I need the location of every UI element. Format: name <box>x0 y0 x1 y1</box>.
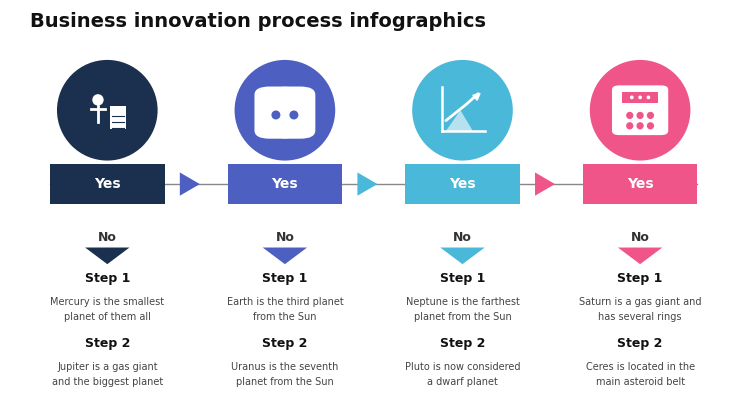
Text: Neptune is the farthest
planet from the Sun: Neptune is the farthest planet from the … <box>406 297 519 322</box>
Polygon shape <box>446 110 473 131</box>
Polygon shape <box>535 172 555 196</box>
Text: Step 1: Step 1 <box>262 272 308 285</box>
Text: Yes: Yes <box>272 177 298 191</box>
Polygon shape <box>85 248 130 264</box>
Ellipse shape <box>647 112 654 119</box>
Text: Uranus is the seventh
planet from the Sun: Uranus is the seventh planet from the Su… <box>231 362 339 387</box>
FancyBboxPatch shape <box>281 94 289 103</box>
Ellipse shape <box>289 111 298 119</box>
Ellipse shape <box>630 96 633 99</box>
Text: Step 2: Step 2 <box>440 337 485 350</box>
Ellipse shape <box>57 60 158 161</box>
Ellipse shape <box>412 60 513 161</box>
FancyBboxPatch shape <box>272 87 315 139</box>
Text: Yes: Yes <box>449 177 476 191</box>
FancyBboxPatch shape <box>622 92 658 103</box>
Text: Step 1: Step 1 <box>440 272 485 285</box>
Text: Business innovation process infographics: Business innovation process infographics <box>30 12 485 32</box>
FancyBboxPatch shape <box>50 164 164 204</box>
Text: Yes: Yes <box>627 177 653 191</box>
Ellipse shape <box>636 112 644 119</box>
FancyBboxPatch shape <box>612 85 668 135</box>
Polygon shape <box>357 172 377 196</box>
Ellipse shape <box>92 94 104 106</box>
Text: Step 2: Step 2 <box>84 337 130 350</box>
Polygon shape <box>618 248 662 264</box>
FancyBboxPatch shape <box>228 164 342 204</box>
Polygon shape <box>440 248 485 264</box>
Ellipse shape <box>626 122 633 129</box>
Text: Step 1: Step 1 <box>617 272 663 285</box>
Text: Pluto is now considered
a dwarf planet: Pluto is now considered a dwarf planet <box>405 362 520 387</box>
Polygon shape <box>263 248 307 264</box>
Ellipse shape <box>636 122 644 129</box>
FancyBboxPatch shape <box>406 164 520 204</box>
Polygon shape <box>180 172 200 196</box>
Text: Step 2: Step 2 <box>262 337 308 350</box>
FancyBboxPatch shape <box>255 87 297 139</box>
Ellipse shape <box>647 96 650 99</box>
Text: No: No <box>275 230 295 244</box>
Ellipse shape <box>647 122 654 129</box>
Text: Step 1: Step 1 <box>84 272 130 285</box>
Text: No: No <box>630 230 650 244</box>
Ellipse shape <box>626 112 633 119</box>
Text: Earth is the third planet
from the Sun: Earth is the third planet from the Sun <box>226 297 343 322</box>
Text: No: No <box>98 230 117 244</box>
Text: Step 2: Step 2 <box>617 337 663 350</box>
Text: Mercury is the smallest
planet of them all: Mercury is the smallest planet of them a… <box>50 297 164 322</box>
Text: Yes: Yes <box>94 177 121 191</box>
FancyBboxPatch shape <box>583 164 698 204</box>
Text: No: No <box>453 230 472 244</box>
Ellipse shape <box>235 60 335 161</box>
Ellipse shape <box>590 60 690 161</box>
Text: Ceres is located in the
main asteroid belt: Ceres is located in the main asteroid be… <box>585 362 695 387</box>
Ellipse shape <box>638 96 642 99</box>
FancyBboxPatch shape <box>110 106 126 129</box>
Text: Saturn is a gas giant and
has several rings: Saturn is a gas giant and has several ri… <box>579 297 702 322</box>
Text: Jupiter is a gas giant
and the biggest planet: Jupiter is a gas giant and the biggest p… <box>52 362 163 387</box>
Ellipse shape <box>272 111 280 119</box>
